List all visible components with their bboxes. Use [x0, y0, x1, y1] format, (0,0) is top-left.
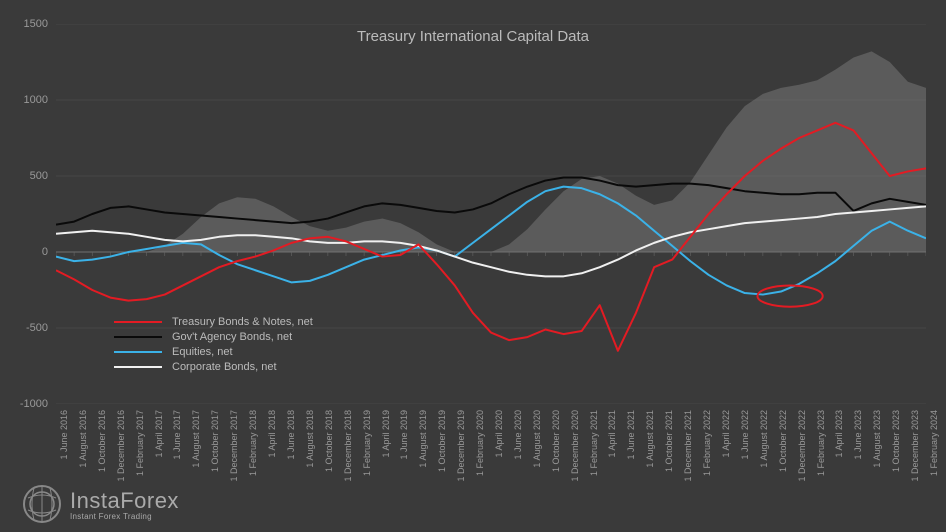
x-tick-label: 1 April 2019 [381, 410, 391, 458]
legend-swatch [114, 336, 162, 338]
legend-item-govt_agency: Gov't Agency Bonds, net [114, 331, 313, 343]
x-tick-label: 1 August 2018 [305, 410, 315, 468]
legend: Treasury Bonds & Notes, net Gov't Agency … [114, 316, 313, 376]
x-tick-label: 1 February 2020 [475, 410, 485, 476]
legend-label: Treasury Bonds & Notes, net [172, 316, 313, 328]
x-tick-label: 1 December 2021 [683, 410, 693, 482]
x-tick-label: 1 October 2017 [210, 410, 220, 472]
x-tick-label: 1 December 2022 [797, 410, 807, 482]
x-tick-label: 1 December 2023 [910, 410, 920, 482]
x-tick-label: 1 August 2017 [191, 410, 201, 468]
y-tick-label: 1000 [24, 94, 48, 106]
y-tick-label: -500 [26, 322, 48, 334]
x-tick-label: 1 February 2024 [929, 410, 939, 476]
x-tick-label: 1 June 2018 [286, 410, 296, 460]
logo-icon [20, 482, 64, 526]
x-tick-label: 1 December 2017 [229, 410, 239, 482]
legend-swatch [114, 321, 162, 323]
x-tick-label: 1 December 2020 [570, 410, 580, 482]
x-tick-label: 1 December 2016 [116, 410, 126, 482]
y-tick-label: 0 [42, 246, 48, 258]
x-tick-label: 1 June 2022 [740, 410, 750, 460]
x-tick-label: 1 February 2019 [362, 410, 372, 476]
x-tick-label: 1 June 2023 [853, 410, 863, 460]
x-tick-label: 1 August 2016 [78, 410, 88, 468]
area-series [56, 51, 926, 252]
x-tick-label: 1 February 2017 [135, 410, 145, 476]
legend-label: Gov't Agency Bonds, net [172, 331, 292, 343]
x-tick-label: 1 August 2020 [532, 410, 542, 468]
x-tick-label: 1 October 2023 [891, 410, 901, 472]
x-tick-label: 1 August 2019 [418, 410, 428, 468]
legend-label: Equities, net [172, 346, 233, 358]
x-tick-label: 1 June 2017 [172, 410, 182, 460]
y-axis: -1000-500050010001500 [0, 24, 52, 404]
x-tick-label: 1 June 2020 [513, 410, 523, 460]
x-tick-label: 1 April 2020 [494, 410, 504, 458]
x-tick-label: 1 June 2021 [626, 410, 636, 460]
x-tick-label: 1 October 2021 [664, 410, 674, 472]
legend-item-treasury_bonds: Treasury Bonds & Notes, net [114, 316, 313, 328]
x-tick-label: 1 February 2018 [248, 410, 258, 476]
x-tick-label: 1 October 2022 [778, 410, 788, 472]
x-tick-label: 1 February 2021 [589, 410, 599, 476]
y-tick-label: -1000 [20, 398, 48, 410]
y-tick-label: 500 [30, 170, 48, 182]
x-tick-label: 1 August 2023 [872, 410, 882, 468]
x-tick-label: 1 October 2019 [437, 410, 447, 472]
legend-label: Corporate Bonds, net [172, 361, 277, 373]
x-tick-label: 1 December 2018 [343, 410, 353, 482]
x-tick-label: 1 April 2022 [721, 410, 731, 458]
legend-item-corporate_bonds: Corporate Bonds, net [114, 361, 313, 373]
legend-item-equities: Equities, net [114, 346, 313, 358]
x-tick-label: 1 April 2023 [834, 410, 844, 458]
legend-swatch [114, 366, 162, 368]
x-tick-label: 1 August 2021 [645, 410, 655, 468]
x-tick-label: 1 April 2021 [607, 410, 617, 458]
chart-container: Treasury International Capital Data -100… [0, 0, 946, 532]
x-tick-label: 1 June 2019 [399, 410, 409, 460]
x-tick-label: 1 October 2016 [97, 410, 107, 472]
x-tick-label: 1 August 2022 [759, 410, 769, 468]
x-tick-label: 1 December 2019 [456, 410, 466, 482]
x-tick-label: 1 October 2018 [324, 410, 334, 472]
y-tick-label: 1500 [24, 18, 48, 30]
x-tick-label: 1 October 2020 [551, 410, 561, 472]
x-tick-label: 1 April 2018 [267, 410, 277, 458]
legend-swatch [114, 351, 162, 353]
watermark-logo: InstaForex Instant Forex Trading [20, 482, 179, 526]
x-tick-label: 1 April 2017 [154, 410, 164, 458]
x-tick-label: 1 February 2022 [702, 410, 712, 476]
x-tick-label: 1 February 2023 [816, 410, 826, 476]
logo-brand: InstaForex [70, 488, 179, 514]
x-axis: 1 June 2016 1 August 2016 1 October 2016 1 … [56, 408, 926, 528]
x-tick-label: 1 June 2016 [59, 410, 69, 460]
